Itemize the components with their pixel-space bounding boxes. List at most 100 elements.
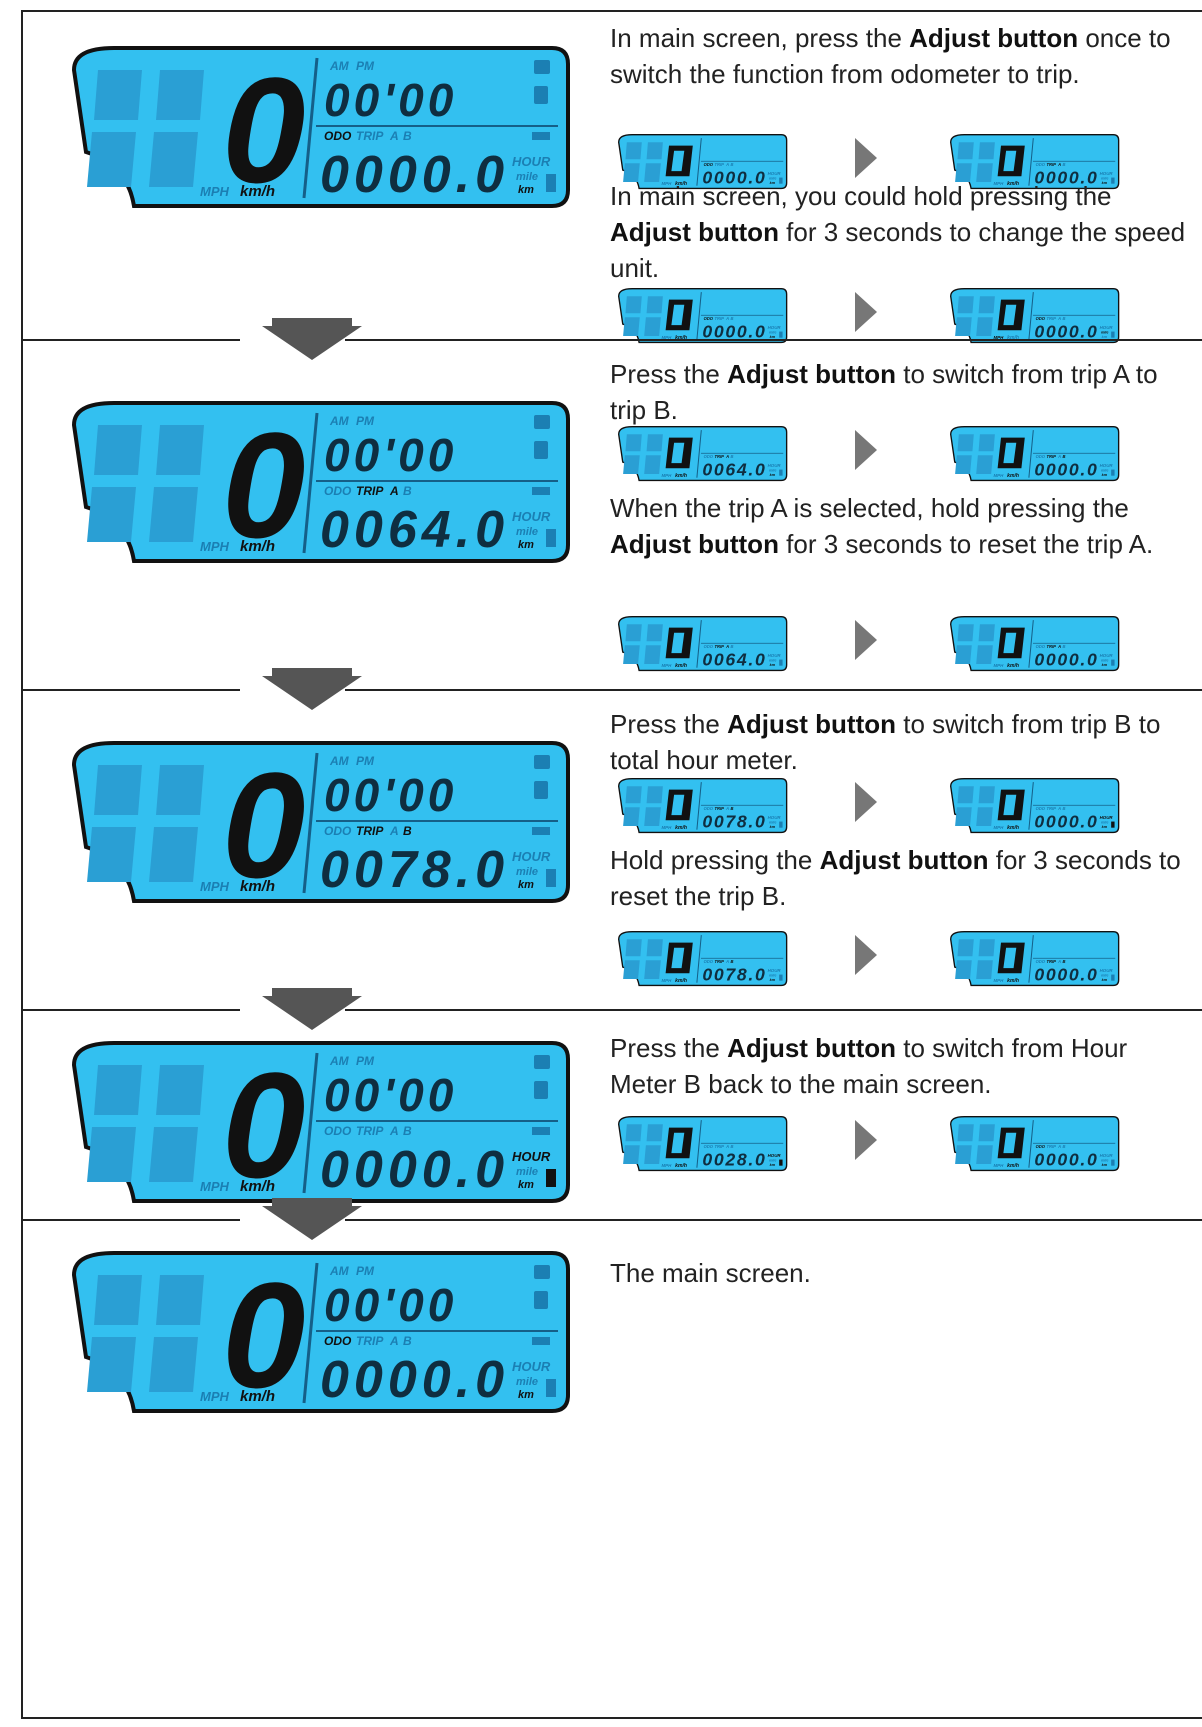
mile-label: mile: [1101, 821, 1108, 825]
clock-reading: 00'00: [324, 769, 457, 821]
mph-label: MPH: [200, 879, 230, 894]
hourglass-icon: [779, 660, 782, 666]
mile-label: mile: [769, 1159, 776, 1163]
pm-label: PM: [356, 1264, 375, 1278]
oil-icon: [534, 755, 550, 769]
km-label: km: [770, 335, 776, 339]
hour-label: HOUR: [1100, 1153, 1114, 1158]
instruction-text: In main screen, you could hold pressing …: [610, 181, 1112, 211]
hourglass-icon: [1111, 1160, 1114, 1166]
mph-label: MPH: [994, 1163, 1005, 1168]
odo-label: ODO: [324, 484, 352, 498]
battery-icon: [532, 1127, 550, 1135]
odometer-reading: 0000.0: [1034, 460, 1098, 480]
hour-label: HOUR: [1100, 171, 1114, 176]
trip-b-label: B: [403, 129, 412, 143]
trip-b-label: B: [403, 1334, 412, 1348]
instruction: Press the Adjust button to switch from H…: [610, 1030, 1195, 1102]
hourglass-icon: [779, 332, 782, 338]
battery-icon: [532, 827, 550, 835]
button-name: Adjust button: [727, 1033, 896, 1063]
step-arrow: [855, 138, 877, 178]
mph-label: MPH: [994, 978, 1005, 983]
battery-icon: [532, 1337, 550, 1345]
hour-label: HOUR: [768, 463, 782, 468]
trip-b-label: B: [403, 824, 412, 838]
mph-label: MPH: [662, 978, 673, 983]
odometer-reading: 0000.0: [702, 322, 766, 342]
mile-label: mile: [1101, 1159, 1108, 1163]
trip-b-label: B: [1063, 454, 1066, 459]
button-name: Adjust button: [727, 709, 896, 739]
mph-label: MPH: [994, 825, 1005, 830]
odometer-reading: 0078.0: [702, 812, 766, 832]
kmh-label: km/h: [1007, 473, 1019, 479]
km-label: km: [1102, 473, 1108, 477]
pm-label: PM: [356, 414, 375, 428]
odo-label: ODO: [704, 162, 714, 167]
hour-label: HOUR: [768, 171, 782, 176]
fuel-icon: [534, 1291, 548, 1309]
hourglass-icon: [546, 1169, 556, 1187]
hour-label: HOUR: [768, 968, 782, 973]
step-arrow: [855, 1120, 877, 1160]
km-label: km: [518, 879, 534, 891]
lcd-display: ODOTRIPAB0028.0HOURmilekmMPHkm/h: [619, 1117, 787, 1171]
km-label: km: [770, 825, 776, 829]
instruction-text: In main screen, press the: [610, 23, 909, 53]
odometer-reading: 0000.0: [320, 1351, 509, 1409]
odo-label: ODO: [1036, 959, 1046, 964]
lcd-display: ODOTRIPAB0000.0HOURmilekmMPHkm/h: [951, 932, 1119, 986]
trip-label: TRIP: [715, 454, 725, 459]
kmh-label: km/h: [675, 978, 687, 984]
km-label: km: [518, 184, 534, 196]
hour-label: HOUR: [768, 653, 782, 658]
trip-b-label: B: [403, 484, 412, 498]
trip-b-label: B: [731, 316, 734, 321]
mph-label: MPH: [200, 1179, 230, 1194]
odometer-reading: 0078.0: [320, 841, 509, 899]
trip-label: TRIP: [356, 1124, 384, 1138]
instruction-text: When the trip A is selected, hold pressi…: [610, 493, 1129, 523]
hourglass-icon: [779, 1160, 782, 1166]
instruction: In main screen, you could hold pressing …: [610, 178, 1195, 286]
kmh-label: km/h: [240, 1388, 275, 1405]
fuel-icon: [534, 441, 548, 459]
km-label: km: [518, 1179, 534, 1191]
kmh-label: km/h: [1007, 978, 1019, 984]
mile-label: mile: [516, 1376, 538, 1388]
mph-label: MPH: [662, 825, 673, 830]
odometer-reading: 0064.0: [702, 460, 766, 480]
kmh-label: km/h: [240, 183, 275, 200]
odo-label: ODO: [704, 1144, 714, 1149]
hourglass-icon: [1111, 470, 1114, 476]
km-label: km: [770, 978, 776, 982]
trip-label: TRIP: [715, 644, 725, 649]
step-arrow: [855, 430, 877, 470]
trip-label: TRIP: [1047, 959, 1057, 964]
hourglass-icon: [779, 975, 782, 981]
kmh-label: km/h: [675, 663, 687, 669]
kmh-label: km/h: [240, 538, 275, 555]
step-arrow: [855, 782, 877, 822]
mile-label: mile: [769, 469, 776, 473]
trip-b-label: B: [1063, 162, 1066, 167]
trip-label: TRIP: [1047, 644, 1057, 649]
mph-label: MPH: [200, 1389, 230, 1404]
hour-label: HOUR: [512, 509, 551, 524]
odo-label: ODO: [704, 316, 714, 321]
trip-label: TRIP: [715, 1144, 725, 1149]
trip-b-label: B: [731, 806, 734, 811]
instruction-text: Hold pressing the: [610, 845, 820, 875]
odo-label: ODO: [1036, 644, 1046, 649]
hour-label: HOUR: [1100, 463, 1114, 468]
odometer-reading: 0000.0: [1034, 322, 1098, 342]
oil-icon: [534, 60, 550, 74]
km-label: km: [770, 473, 776, 477]
am-label: AM: [329, 1054, 350, 1068]
odo-label: ODO: [1036, 1144, 1046, 1149]
